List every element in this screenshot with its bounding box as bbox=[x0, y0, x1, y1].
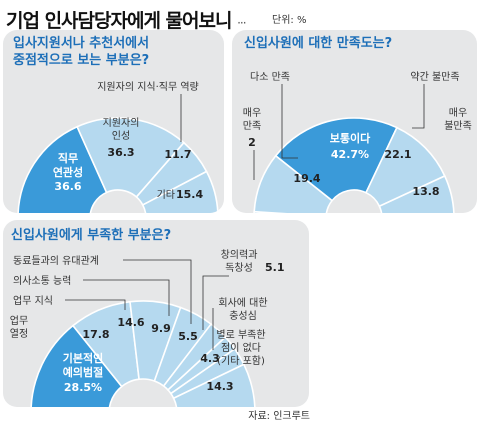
panel-2: 신입사원에 대한 만족도는? 매우 만족 2 다소 만족 19.4 보통이다 42.7% 약간 … bbox=[232, 30, 477, 213]
data-label: 9.9 bbox=[151, 322, 171, 335]
data-label: 4.3 bbox=[200, 352, 220, 365]
data-label: 36.3 bbox=[107, 146, 134, 159]
slice-label: 직무 bbox=[58, 151, 78, 165]
panel-1: 입사지원서나 추천서에서 중점적으로 보는 부분은? 직무 연관성 36.6 지원자의 인성… bbox=[3, 30, 224, 213]
slice-label: 업무 bbox=[10, 314, 28, 327]
c1-slice-0 bbox=[17, 125, 108, 213]
slice-label: 동료들과의 유대관계 bbox=[13, 255, 99, 267]
data-label: 22.1 bbox=[384, 148, 411, 161]
data-label: 42.7% bbox=[331, 148, 369, 161]
slice-label: 연관성 bbox=[53, 165, 83, 179]
c1-slice-1 bbox=[76, 117, 186, 199]
data-label: 19.4 bbox=[293, 172, 320, 185]
leader-line bbox=[83, 279, 170, 316]
chart-title: 신입사원에게 부족한 부분은? bbox=[11, 227, 171, 243]
slice-label: 기본적인 bbox=[63, 351, 103, 365]
data-label: 13.8 bbox=[412, 185, 439, 198]
title-dots: ··· bbox=[237, 16, 247, 30]
slice-label: 만족 bbox=[243, 120, 261, 132]
slice-label: 지원자의 지식·직무 역량 bbox=[97, 81, 199, 93]
c3-slice-7 bbox=[172, 363, 256, 407]
slice-label: 다소 만족 bbox=[250, 71, 290, 83]
slice-label: 의사소통 능력 bbox=[13, 275, 71, 287]
panel-3: 신입사원에게 부족한 부분은? 기본적인 예의범절 28.5% 업무 열정 17.8 업무 지… bbox=[3, 220, 309, 407]
leader-line bbox=[202, 275, 229, 330]
leader-line bbox=[412, 84, 425, 129]
slice-label: 지원자의 bbox=[103, 117, 140, 129]
slice-label: 인성 bbox=[112, 130, 130, 142]
slice-label: 별로 부족한 bbox=[216, 329, 265, 341]
slice-label: 약간 불만족 bbox=[410, 71, 459, 83]
slice-label: (기타 포함) bbox=[217, 355, 265, 367]
data-label: 11.7 bbox=[164, 148, 191, 161]
slice-label: 불만족 bbox=[444, 120, 472, 132]
data-label: 36.6 bbox=[54, 180, 81, 193]
data-label: 14.3 bbox=[206, 380, 233, 393]
leader-line bbox=[123, 259, 192, 324]
data-label: 5.1 bbox=[265, 261, 285, 274]
slice-label: 열정 bbox=[10, 328, 28, 340]
c2-slice-2 bbox=[274, 117, 398, 202]
data-label: 14.6 bbox=[117, 316, 144, 329]
data-label: 28.5% bbox=[64, 381, 102, 394]
slice-label: 기타 bbox=[157, 189, 175, 201]
slice-label: 매우 bbox=[449, 107, 467, 119]
source-note: 자료: 인크루트 bbox=[248, 411, 310, 422]
slice-label: 충성심 bbox=[229, 310, 257, 322]
leader-line bbox=[281, 84, 298, 159]
leader-line bbox=[65, 299, 126, 310]
slice-label: 보통이다 bbox=[330, 131, 371, 145]
c3-slice-0 bbox=[30, 324, 123, 407]
data-label: 17.8 bbox=[82, 328, 109, 341]
data-label: 5.5 bbox=[178, 330, 198, 343]
c2-slice-4 bbox=[378, 174, 455, 213]
chart-title: 신입사원에 대한 만족도는? bbox=[244, 35, 392, 51]
slice-label: 회사에 대한 bbox=[218, 297, 267, 309]
slice-label: 창의력과 bbox=[221, 249, 258, 261]
chart-title: 입사지원서나 추천서에서 bbox=[13, 35, 149, 51]
c1-slice-3 bbox=[141, 170, 219, 213]
page-title: 기업 인사담당자에게 물어보니 ··· bbox=[6, 10, 247, 32]
slice-label: 예의범절 bbox=[63, 365, 103, 379]
chart-title: 중점적으로 보는 부분은? bbox=[13, 52, 149, 68]
slice-label: 업무 지식 bbox=[13, 294, 53, 307]
data-label: 15.4 bbox=[176, 188, 203, 201]
slice-label: 점이 없다 bbox=[221, 341, 261, 354]
slice-label: 독창성 bbox=[225, 262, 253, 274]
data-label: 2 bbox=[248, 136, 256, 149]
unit-label: 단위: % bbox=[272, 15, 307, 26]
slice-label: 매우 bbox=[243, 107, 261, 119]
